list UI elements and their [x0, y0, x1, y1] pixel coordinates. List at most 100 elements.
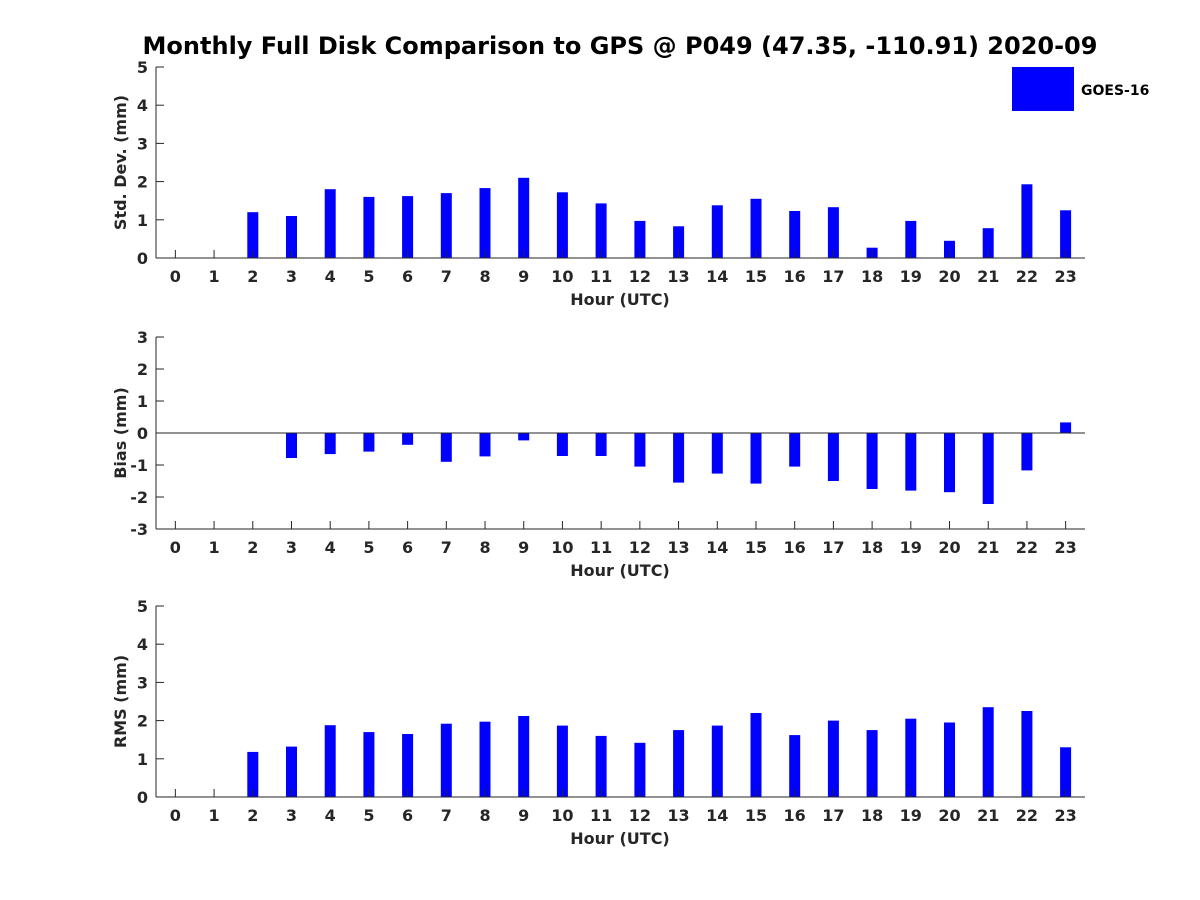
bar-std-dev-hour-14 — [711, 205, 723, 258]
bar-bias-hour-13 — [673, 433, 685, 483]
x-tick-label: 3 — [286, 538, 297, 557]
bar-rms-hour-5 — [363, 732, 375, 797]
bar-rms-hour-10 — [556, 725, 568, 797]
y-tick-label: 0 — [137, 788, 148, 807]
x-tick-label: 23 — [1055, 538, 1077, 557]
x-tick-label: 0 — [170, 806, 181, 825]
y-tick-label: 5 — [137, 597, 148, 616]
bar-rms-hour-2 — [247, 751, 259, 797]
bar-rms-hour-18 — [866, 730, 878, 797]
x-tick-label: 8 — [479, 267, 490, 286]
x-axis-label: Hour (UTC) — [570, 290, 670, 309]
bar-bias-hour-23 — [1060, 422, 1072, 433]
x-tick-label: 12 — [629, 806, 651, 825]
y-tick-label: 1 — [137, 750, 148, 769]
y-tick-label: 1 — [137, 211, 148, 230]
bar-bias-hour-20 — [944, 433, 955, 493]
x-tick-label: 16 — [784, 806, 806, 825]
bar-rms-hour-8 — [479, 721, 491, 797]
bar-rms-hour-13 — [673, 730, 685, 797]
y-tick-label: 2 — [137, 712, 148, 731]
x-tick-label: 5 — [363, 538, 374, 557]
y-tick-label: 4 — [137, 635, 148, 654]
bar-std-dev-hour-17 — [827, 207, 839, 258]
y-axis-label: Bias (mm) — [111, 387, 130, 479]
bar-rms-hour-14 — [711, 725, 723, 797]
y-tick-label: 3 — [137, 134, 148, 153]
bar-std-dev-hour-16 — [789, 211, 801, 258]
x-tick-label: 17 — [822, 538, 844, 557]
bar-bias-hour-8 — [479, 433, 491, 457]
bar-bias-hour-9 — [518, 433, 530, 441]
x-tick-label: 18 — [861, 267, 883, 286]
x-tick-label: 19 — [900, 806, 922, 825]
x-tick-label: 0 — [170, 267, 181, 286]
bar-bias-hour-5 — [363, 433, 375, 452]
x-tick-label: 3 — [286, 267, 297, 286]
y-tick-label: -3 — [130, 520, 148, 539]
bar-std-dev-hour-10 — [556, 192, 568, 258]
x-tick-label: 6 — [402, 806, 413, 825]
x-tick-label: 10 — [551, 538, 573, 557]
bar-rms-hour-7 — [440, 723, 452, 797]
bar-std-dev-hour-20 — [944, 240, 955, 258]
bar-bias-hour-16 — [789, 433, 801, 467]
bar-std-dev-hour-9 — [518, 177, 530, 258]
x-tick-label: 13 — [667, 806, 689, 825]
x-tick-label: 9 — [518, 806, 529, 825]
bar-bias-hour-12 — [634, 433, 646, 467]
x-tick-label: 22 — [1016, 267, 1038, 286]
bar-rms-hour-15 — [750, 713, 762, 797]
x-tick-label: 5 — [363, 267, 374, 286]
x-tick-label: 4 — [325, 806, 336, 825]
bar-std-dev-hour-5 — [363, 196, 375, 258]
bar-bias-hour-14 — [711, 433, 723, 474]
x-tick-label: 15 — [745, 538, 767, 557]
x-tick-label: 23 — [1055, 267, 1077, 286]
y-tick-label: 1 — [137, 392, 148, 411]
bar-std-dev-hour-7 — [440, 193, 452, 258]
x-tick-label: 20 — [938, 267, 960, 286]
x-tick-label: 14 — [706, 538, 728, 557]
bar-bias-hour-4 — [324, 433, 336, 455]
x-tick-label: 14 — [706, 806, 728, 825]
x-tick-label: 7 — [441, 538, 452, 557]
y-tick-label: 2 — [137, 360, 148, 379]
bar-std-dev-hour-8 — [479, 188, 491, 258]
y-tick-label: -2 — [130, 488, 148, 507]
bar-std-dev-hour-15 — [750, 198, 762, 258]
figure-title: Monthly Full Disk Comparison to GPS @ P0… — [143, 32, 1098, 60]
legend-label: GOES-16 — [1081, 83, 1149, 99]
x-tick-label: 17 — [822, 806, 844, 825]
bar-std-dev-hour-11 — [595, 203, 607, 258]
bar-rms-hour-23 — [1060, 747, 1072, 797]
x-tick-label: 11 — [590, 267, 612, 286]
x-tick-label: 7 — [441, 806, 452, 825]
y-tick-label: 3 — [137, 328, 148, 347]
bar-rms-hour-22 — [1021, 711, 1033, 797]
x-tick-label: 6 — [402, 267, 413, 286]
bar-rms-hour-17 — [827, 720, 839, 797]
bar-std-dev-hour-3 — [286, 216, 297, 258]
bar-std-dev-hour-13 — [673, 226, 685, 258]
bar-bias-hour-10 — [556, 433, 568, 456]
bar-std-dev-hour-4 — [324, 189, 336, 258]
x-tick-label: 3 — [286, 806, 297, 825]
x-tick-label: 20 — [938, 806, 960, 825]
bar-rms-hour-20 — [944, 722, 955, 797]
x-tick-label: 11 — [590, 806, 612, 825]
x-tick-label: 16 — [784, 267, 806, 286]
bar-bias-hour-17 — [827, 433, 839, 481]
bar-bias-hour-7 — [440, 433, 452, 462]
x-tick-label: 20 — [938, 538, 960, 557]
bar-bias-hour-19 — [905, 433, 917, 491]
bar-std-dev-hour-22 — [1021, 184, 1033, 258]
x-tick-label: 21 — [977, 267, 999, 286]
x-tick-label: 23 — [1055, 806, 1077, 825]
y-tick-label: 4 — [137, 96, 148, 115]
bar-rms-hour-19 — [905, 718, 917, 797]
x-tick-label: 21 — [977, 806, 999, 825]
